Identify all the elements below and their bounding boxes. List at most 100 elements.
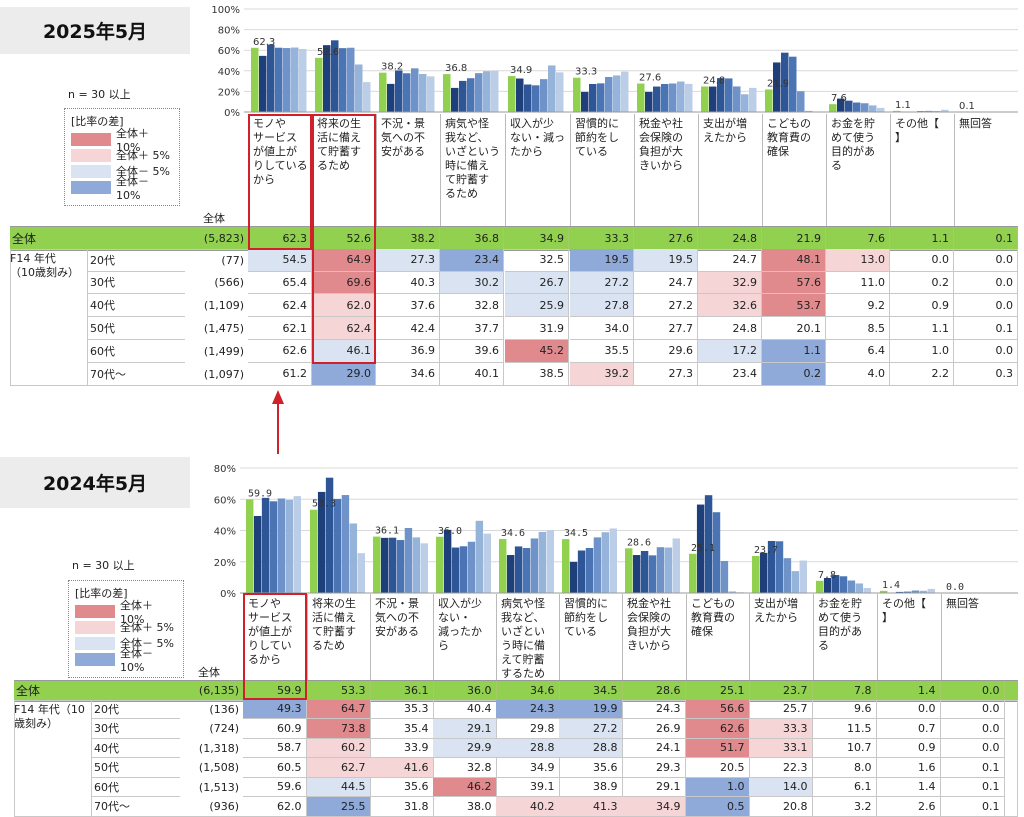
table-cell: 1.4 <box>877 778 941 798</box>
bar-全体 <box>752 556 759 593</box>
up-arrow-icon <box>268 388 288 456</box>
bar-40代 <box>334 499 341 593</box>
table-cell: 59.6 <box>243 778 307 798</box>
bar-全体 <box>562 539 569 593</box>
row-label: 60代 <box>91 778 180 798</box>
total-header: 全体 <box>198 664 220 680</box>
bar-20代 <box>633 555 640 593</box>
bar-30代 <box>389 538 396 593</box>
legend-item-plus5: 全体＋ 5% <box>75 619 177 635</box>
bar-40代 <box>840 576 847 593</box>
legend-label: 全体＋ 5% <box>120 619 174 635</box>
bar-data-label: 0.0 <box>946 582 964 593</box>
legend-swatch <box>75 653 115 666</box>
y-tick-label: 20% <box>214 558 236 569</box>
table-cell: 0.0 <box>941 700 1005 720</box>
row-label: 20代 <box>91 700 180 720</box>
table-cell: 27.2 <box>559 719 623 739</box>
bar-60代 <box>665 548 672 593</box>
table-cell: 62.6 <box>686 719 750 739</box>
category-label: 習慣的に 節約をし ている <box>559 594 623 680</box>
table-cell: 38.0 <box>433 797 497 817</box>
table-cell: 39.1 <box>496 778 560 798</box>
bar-70代～ <box>547 530 554 593</box>
table-cell: 34.9 <box>622 797 686 817</box>
bar-50代 <box>531 538 538 593</box>
bar-20代 <box>444 530 451 593</box>
table-cell: 0.9 <box>877 739 941 759</box>
bar-60代 <box>792 571 799 593</box>
bar-70代～ <box>928 589 935 593</box>
table-cell: 56.6 <box>686 700 750 720</box>
bar-全体 <box>689 554 696 593</box>
bar-全体 <box>816 581 823 593</box>
table-cell: 53.3 <box>307 681 371 701</box>
table-cell: 33.9 <box>370 739 434 759</box>
bar-50代 <box>342 495 349 593</box>
bar-data-label: 36.1 <box>375 526 399 537</box>
bar-20代 <box>570 562 577 593</box>
bar-50代 <box>784 558 791 593</box>
bar-60代 <box>476 521 483 593</box>
table-cell: 29.8 <box>496 719 560 739</box>
table-cell: 64.7 <box>307 700 371 720</box>
table-cell: 40.2 <box>496 797 560 817</box>
bar-70代～ <box>610 528 617 593</box>
table-cell: 19.9 <box>559 700 623 720</box>
bar-50代 <box>594 537 601 593</box>
legend-swatch <box>75 605 115 618</box>
table-cell: 60.5 <box>243 758 307 778</box>
bar-全体 <box>499 539 506 593</box>
bar-40代 <box>523 548 530 593</box>
category-label: こどもの 教育費の 確保 <box>686 594 750 680</box>
bar-20代 <box>760 553 767 593</box>
table-cell: 6.1 <box>813 778 877 798</box>
bar-data-label: 28.6 <box>627 537 651 548</box>
table-cell: 8.0 <box>813 758 877 778</box>
bar-40代 <box>460 546 467 593</box>
bar-70代～ <box>294 496 301 593</box>
category-label: モノや サービス が値上が りしてい るから <box>243 594 307 680</box>
legend-item-minus10: 全体－10% <box>75 651 177 667</box>
category-label: 無回答 <box>941 594 1005 680</box>
bar-20代 <box>507 555 514 593</box>
table-cell: 62.0 <box>243 797 307 817</box>
table-cell: 1.0 <box>686 778 750 798</box>
bar-30代 <box>326 478 333 593</box>
bar-50代 <box>657 547 664 593</box>
bar-50代 <box>721 561 728 593</box>
table-cell: 24.3 <box>622 700 686 720</box>
bar-全体 <box>436 537 443 593</box>
table-cell: 25.5 <box>307 797 371 817</box>
table-cell: 35.6 <box>370 778 434 798</box>
table-cell: 29.1 <box>622 778 686 798</box>
row-label: 全体 <box>16 681 40 701</box>
table-cell: 51.7 <box>686 739 750 759</box>
bar-60代 <box>539 532 546 593</box>
row-n: (936) <box>180 797 239 817</box>
table-cell: 36.0 <box>433 681 497 701</box>
category-label: 将来の生 活に備え て貯蓄す るため <box>307 594 371 680</box>
bar-40代 <box>397 540 404 593</box>
y-tick-label: 80% <box>214 464 236 475</box>
table-cell: 0.1 <box>941 797 1005 817</box>
table-cell: 41.6 <box>370 758 434 778</box>
table-cell: 2.6 <box>877 797 941 817</box>
table-cell: 10.7 <box>813 739 877 759</box>
bar-40代 <box>270 501 277 593</box>
table-cell: 23.7 <box>749 681 813 701</box>
bar-30代 <box>578 551 585 594</box>
table-cell: 29.3 <box>622 758 686 778</box>
category-label: 収入が少 ない・ 減ったか ら <box>433 594 497 680</box>
bar-data-label: 36.0 <box>438 526 462 537</box>
y-tick-label: 60% <box>214 495 236 506</box>
bar-50代 <box>405 528 412 593</box>
table-cell: 32.8 <box>433 758 497 778</box>
table-cell: 0.1 <box>941 758 1005 778</box>
